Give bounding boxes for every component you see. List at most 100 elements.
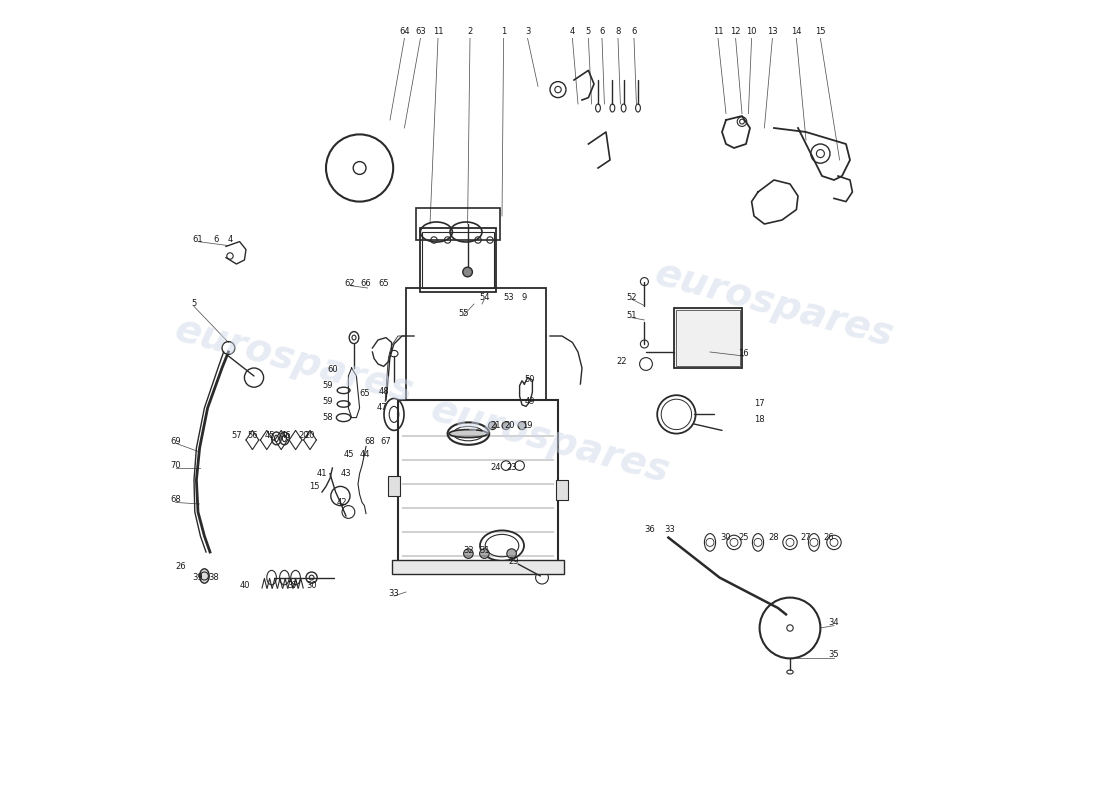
Bar [406,288,546,400]
Circle shape [488,422,496,430]
Text: 20: 20 [305,430,316,440]
Text: 23: 23 [506,463,517,473]
Text: 15: 15 [309,482,319,491]
Text: 26: 26 [823,533,834,542]
Text: 24: 24 [491,463,501,473]
Text: 47: 47 [376,403,387,413]
Text: 20: 20 [505,421,515,430]
Text: eurospares: eurospares [650,254,898,354]
Text: 48: 48 [378,387,389,397]
Text: 52: 52 [626,293,637,302]
Text: 11: 11 [713,27,724,37]
Text: 6: 6 [213,235,218,245]
Text: 13: 13 [767,27,778,37]
Text: 36: 36 [645,525,656,534]
Circle shape [480,549,490,558]
Text: 65: 65 [378,279,389,289]
Text: 66: 66 [361,279,372,289]
Text: 70: 70 [170,461,180,470]
Text: 45: 45 [265,431,275,441]
Text: 32: 32 [463,546,474,555]
Text: 65: 65 [359,389,370,398]
Ellipse shape [199,569,209,583]
Text: 19: 19 [522,421,532,430]
Text: 57: 57 [231,431,242,441]
Text: 29: 29 [508,557,519,566]
Text: 16: 16 [738,349,749,358]
Text: 37: 37 [287,581,298,590]
Bar [674,308,742,368]
Bar [557,480,569,500]
Text: 28: 28 [769,533,779,542]
Bar [417,208,500,240]
Circle shape [222,342,234,354]
Text: 30: 30 [720,533,732,542]
Text: 9: 9 [521,293,527,302]
Text: 40: 40 [239,581,250,590]
Text: 20: 20 [298,431,309,441]
Text: eurospares: eurospares [427,390,673,490]
Circle shape [463,549,473,558]
Text: 41: 41 [317,469,328,478]
Text: 55: 55 [459,309,469,318]
Text: 5: 5 [586,27,591,37]
Text: 17: 17 [755,399,764,409]
Bar [392,560,564,574]
Text: 63: 63 [415,27,426,37]
Text: 49: 49 [525,397,536,406]
Text: 11: 11 [432,27,443,37]
Text: 5: 5 [191,299,197,309]
Text: 42: 42 [337,498,348,507]
Text: 68: 68 [170,495,182,505]
Circle shape [518,422,526,430]
Text: 46: 46 [280,431,292,441]
Text: 61: 61 [192,235,204,245]
Text: 31: 31 [480,546,490,555]
Text: 59: 59 [322,381,333,390]
Text: 60: 60 [327,365,338,374]
Circle shape [507,549,516,558]
Text: 30: 30 [306,581,317,590]
Text: eurospares: eurospares [170,310,418,410]
Text: 10: 10 [746,27,757,37]
Text: 45: 45 [343,450,353,459]
Bar [398,400,558,568]
Ellipse shape [449,430,487,438]
Text: 21: 21 [491,421,501,430]
Text: 4: 4 [570,27,575,37]
Text: 22: 22 [617,357,627,366]
Text: 56: 56 [248,431,257,441]
Bar [420,228,496,292]
Text: 44: 44 [359,450,370,459]
Text: 14: 14 [791,27,802,37]
Text: 27: 27 [801,533,812,542]
Text: 6: 6 [600,27,605,37]
Text: 68: 68 [364,437,375,446]
Text: 6: 6 [631,27,637,37]
Text: 54: 54 [480,293,490,302]
Text: 1: 1 [500,27,506,37]
Text: 39: 39 [192,573,204,582]
Text: 12: 12 [730,27,741,37]
Text: 69: 69 [170,437,180,446]
Circle shape [463,267,472,277]
Text: 26: 26 [175,562,186,571]
Text: 4: 4 [228,235,232,245]
Text: 2: 2 [468,27,473,37]
Bar [676,310,739,366]
Text: 18: 18 [755,415,764,425]
Text: 59: 59 [322,397,333,406]
Bar [422,232,494,288]
Text: 35: 35 [828,650,839,659]
Text: 43: 43 [341,469,351,478]
Text: 34: 34 [828,618,839,627]
Text: 33: 33 [664,525,675,534]
Text: 15: 15 [815,27,826,37]
Text: 51: 51 [626,311,637,321]
Text: 25: 25 [738,533,749,542]
Text: 50: 50 [525,375,536,385]
Text: 62: 62 [344,279,355,289]
Text: 3: 3 [525,27,530,37]
Text: 33: 33 [388,589,399,598]
Bar [388,476,400,496]
